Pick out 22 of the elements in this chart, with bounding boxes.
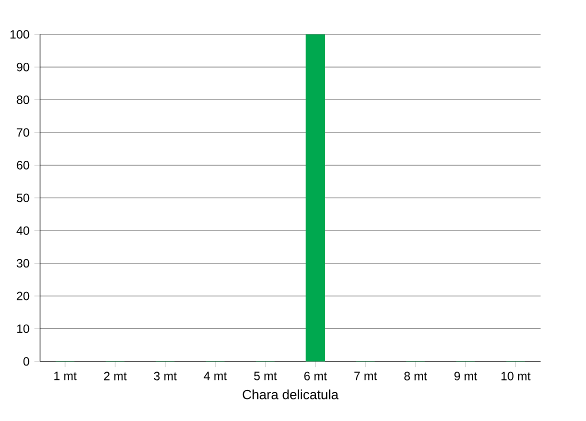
y-tick-label: 20 [16, 292, 30, 300]
x-tick-label: 7 mt [354, 372, 377, 380]
y-tick-label: 10 [17, 324, 30, 333]
y-tick-label: 100 [10, 30, 30, 38]
x-tick-label: 10 mt [501, 372, 530, 380]
x-tick-label: 6 mt [304, 372, 327, 380]
y-tick-label: 90 [16, 62, 30, 72]
y-tick-label: 0 [23, 356, 30, 366]
y-tick-label: 60 [16, 160, 30, 170]
x-tick-label: 4 mt [204, 372, 227, 380]
x-tick-label: 3 mt [154, 372, 177, 380]
x-tick-label: 9 mt [454, 372, 478, 380]
y-tick-label: 30 [16, 258, 30, 268]
x-tick-label: 8 mt [404, 372, 428, 380]
y-tick-label: 50 [16, 193, 30, 202]
x-tick-label: 1 mt [54, 372, 77, 380]
x-axis-title: Chara delicatula [242, 389, 339, 400]
x-tick-label: 5 mt [254, 372, 277, 380]
y-tick-label: 70 [16, 128, 30, 137]
y-tick-label: 80 [16, 95, 30, 104]
y-tick-label: 40 [16, 226, 30, 235]
x-tick-label: 2 mt [104, 372, 127, 380]
